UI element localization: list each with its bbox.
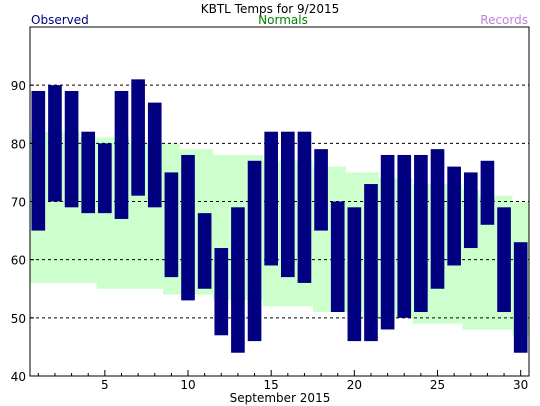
observed-bar-day-19 [330,201,345,313]
observed-bar-day-16 [280,131,295,278]
observed-bar-day-1 [31,90,46,231]
y-tick-label-40: 40 [11,370,26,384]
observed-bar-day-28 [480,160,495,225]
observed-bar-day-18 [314,149,328,231]
observed-bar-day-5 [98,143,112,214]
y-tick-label-80: 80 [11,137,26,151]
observed-bar-day-12 [214,248,229,336]
observed-bar-day-26 [447,166,461,266]
observed-bar-day-4 [81,131,96,214]
y-tick-label-90: 90 [11,79,26,93]
observed-bar-day-10 [181,154,195,301]
observed-bar-day-24 [414,154,428,313]
normals-band-day-28 [479,195,496,330]
observed-bar-day-2 [48,85,62,202]
x-tick-label-25: 25 [430,378,445,392]
observed-bar-day-14 [247,160,262,342]
observed-bar-day-22 [380,154,395,330]
observed-bar-day-13 [231,207,245,353]
y-tick-label-70: 70 [11,196,26,210]
gridline-layer [30,84,529,319]
x-axis-label: September 2015 [230,391,331,405]
y-tick-label-60: 60 [11,254,26,268]
axis-tick-layer: 5 10 15 20 25 30 40 50 60 70 80 90 [11,79,529,392]
x-tick-label-15: 15 [264,378,279,392]
observed-bar-day-17 [297,131,312,283]
x-tick-label-10: 10 [180,378,195,392]
observed-bar-day-9 [164,172,179,278]
x-tick-label-30: 30 [513,378,528,392]
observed-bar-day-3 [64,90,79,208]
observed-bar-day-8 [147,102,162,208]
observed-bar-day-7 [131,79,145,196]
chart-title: KBTL Temps for 9/2015 [201,2,340,16]
y-tick-label-50: 50 [11,312,26,326]
observed-bar-layer [31,79,528,353]
observed-bar-day-15 [264,131,279,266]
legend-observed: Observed [31,13,89,27]
observed-bar-day-11 [197,213,212,289]
x-tick-label-20: 20 [347,378,362,392]
observed-bar-day-27 [463,172,478,249]
observed-bar-day-29 [497,207,511,313]
observed-bar-day-21 [364,184,378,342]
x-tick-label-5: 5 [101,378,109,392]
observed-bar-day-20 [347,207,362,342]
observed-bar-day-23 [397,154,412,318]
legend-records: Records [480,13,528,27]
observed-bar-day-6 [114,90,129,219]
observed-bar-day-30 [513,242,528,353]
legend-normals: Normals [258,13,308,27]
observed-bar-day-25 [430,149,445,289]
